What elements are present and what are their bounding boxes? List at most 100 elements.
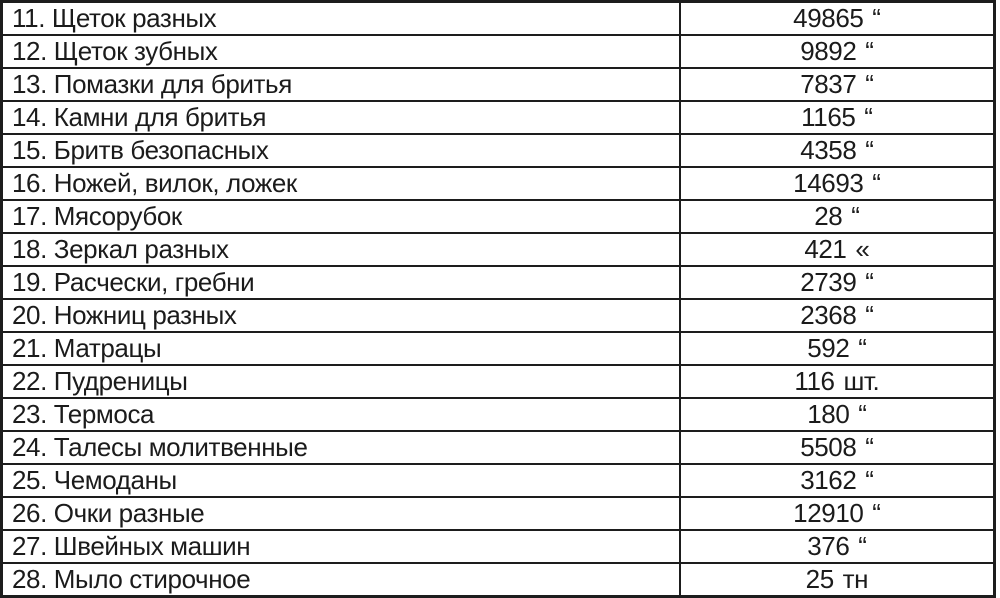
- item-number: 18.: [12, 234, 47, 264]
- item-number: 24.: [12, 432, 47, 462]
- quantity-value: 4358: [800, 135, 857, 165]
- quantity-cell: 376 “: [678, 529, 996, 564]
- item-number: 11.: [12, 3, 46, 33]
- quantity-cell: 116 шт.: [678, 364, 996, 399]
- item-cell: 22. Пудреницы: [0, 364, 681, 399]
- table-row: 22. Пудреницы 116 шт.: [0, 364, 996, 399]
- quantity-value: 376: [807, 531, 850, 561]
- item-label: Пудреницы: [53, 366, 188, 396]
- quantity-cell: 5508 “: [678, 430, 996, 465]
- item-number: 21.: [12, 333, 47, 363]
- item-cell: 20. Ножниц разных: [0, 298, 681, 333]
- quantity-value: 116: [794, 366, 835, 396]
- quantity-value: 49865: [793, 3, 864, 33]
- table-row: 15. Бритв безопасных 4358 “: [0, 133, 996, 168]
- quantity-unit: “: [865, 69, 874, 99]
- item-label: Чемоданы: [53, 465, 177, 495]
- table-row: 11. Щеток разных 49865 “: [0, 0, 996, 36]
- quantity-unit: «: [855, 234, 870, 264]
- item-cell: 14. Камни для бритья: [0, 100, 681, 135]
- table-row: 26. Очки разные 12910 “: [0, 496, 996, 531]
- quantity-unit: шт.: [843, 366, 880, 396]
- item-number: 12.: [12, 36, 47, 66]
- item-label: Зеркал разных: [53, 234, 229, 264]
- item-label: Очки разные: [53, 498, 205, 528]
- quantity-cell: 1165 “: [678, 100, 996, 135]
- quantity-value: 28: [814, 201, 843, 231]
- item-label: Расчески, гребни: [53, 267, 255, 297]
- quantity-value: 12910: [793, 498, 864, 528]
- item-cell: 23. Термоса: [0, 397, 681, 432]
- item-label: Мясорубок: [53, 201, 182, 231]
- table-row: 13. Помазки для бритья 7837 “: [0, 67, 996, 102]
- quantity-value: 3162: [800, 465, 857, 495]
- table-row: 25. Чемоданы 3162 “: [0, 463, 996, 498]
- quantity-unit: “: [851, 201, 860, 231]
- table-row: 12. Щеток зубных 9892 “: [0, 34, 996, 69]
- quantity-cell: 25 тн: [678, 562, 996, 598]
- item-cell: 17. Мясорубок: [0, 199, 681, 234]
- table-row: 28. Мыло стирочное 25 тн: [0, 562, 996, 598]
- quantity-cell: 14693 “: [678, 166, 996, 201]
- item-label: Матрацы: [53, 333, 162, 363]
- quantity-cell: 3162 “: [678, 463, 996, 498]
- quantity-value: 14693: [793, 168, 864, 198]
- quantity-unit: “: [865, 135, 874, 165]
- item-cell: 18. Зеркал разных: [0, 232, 681, 267]
- quantity-cell: 4358 “: [678, 133, 996, 168]
- quantity-cell: 28 “: [678, 199, 996, 234]
- quantity-cell: 421 «: [678, 232, 996, 267]
- quantity-cell: 49865 “: [678, 0, 996, 36]
- item-cell: 21. Матрацы: [0, 331, 681, 366]
- quantity-unit: “: [872, 168, 881, 198]
- quantity-unit: “: [858, 333, 867, 363]
- item-cell: 16. Ножей, вилок, ложек: [0, 166, 681, 201]
- item-label: Щеток зубных: [53, 36, 218, 66]
- item-cell: 12. Щеток зубных: [0, 34, 681, 69]
- item-label: Бритв безопасных: [53, 135, 269, 165]
- quantity-value: 5508: [800, 432, 857, 462]
- table-row: 17. Мясорубок 28 “: [0, 199, 996, 234]
- table-row: 23. Термоса 180 “: [0, 397, 996, 432]
- item-cell: 11. Щеток разных: [0, 0, 681, 36]
- item-cell: 13. Помазки для бритья: [0, 67, 681, 102]
- item-number: 15.: [12, 135, 47, 165]
- item-number: 23.: [12, 399, 47, 429]
- quantity-unit: “: [872, 498, 881, 528]
- quantity-cell: 180 “: [678, 397, 996, 432]
- item-number: 25.: [12, 465, 47, 495]
- quantity-unit: тн: [842, 564, 869, 594]
- item-cell: 25. Чемоданы: [0, 463, 681, 498]
- quantity-value: 2739: [800, 267, 857, 297]
- quantity-cell: 9892 “: [678, 34, 996, 69]
- item-number: 16.: [12, 168, 47, 198]
- item-cell: 26. Очки разные: [0, 496, 681, 531]
- quantity-unit: “: [864, 102, 873, 132]
- quantity-cell: 12910 “: [678, 496, 996, 531]
- table-row: 24. Талесы молитвенные 5508 “: [0, 430, 996, 465]
- quantity-value: 1165: [801, 102, 856, 132]
- quantity-unit: “: [865, 465, 874, 495]
- quantity-value: 7837: [800, 69, 857, 99]
- item-label: Термоса: [53, 399, 155, 429]
- item-label: Мыло стирочное: [53, 564, 251, 594]
- quantity-cell: 592 “: [678, 331, 996, 366]
- quantity-value: 180: [807, 399, 850, 429]
- quantity-unit: “: [858, 399, 867, 429]
- item-label: Ножей, вилок, ложек: [53, 168, 298, 198]
- quantity-unit: “: [858, 531, 867, 561]
- table-row: 14. Камни для бритья 1165 “: [0, 100, 996, 135]
- item-cell: 24. Талесы молитвенные: [0, 430, 681, 465]
- item-number: 28.: [12, 564, 47, 594]
- item-label: Швейных машин: [53, 531, 251, 561]
- quantity-value: 9892: [800, 36, 857, 66]
- item-cell: 19. Расчески, гребни: [0, 265, 681, 300]
- quantity-unit: “: [865, 432, 874, 462]
- item-number: 14.: [12, 102, 47, 132]
- quantity-cell: 2368 “: [678, 298, 996, 333]
- quantity-value: 421: [804, 234, 847, 264]
- table-row: 18. Зеркал разных 421 «: [0, 232, 996, 267]
